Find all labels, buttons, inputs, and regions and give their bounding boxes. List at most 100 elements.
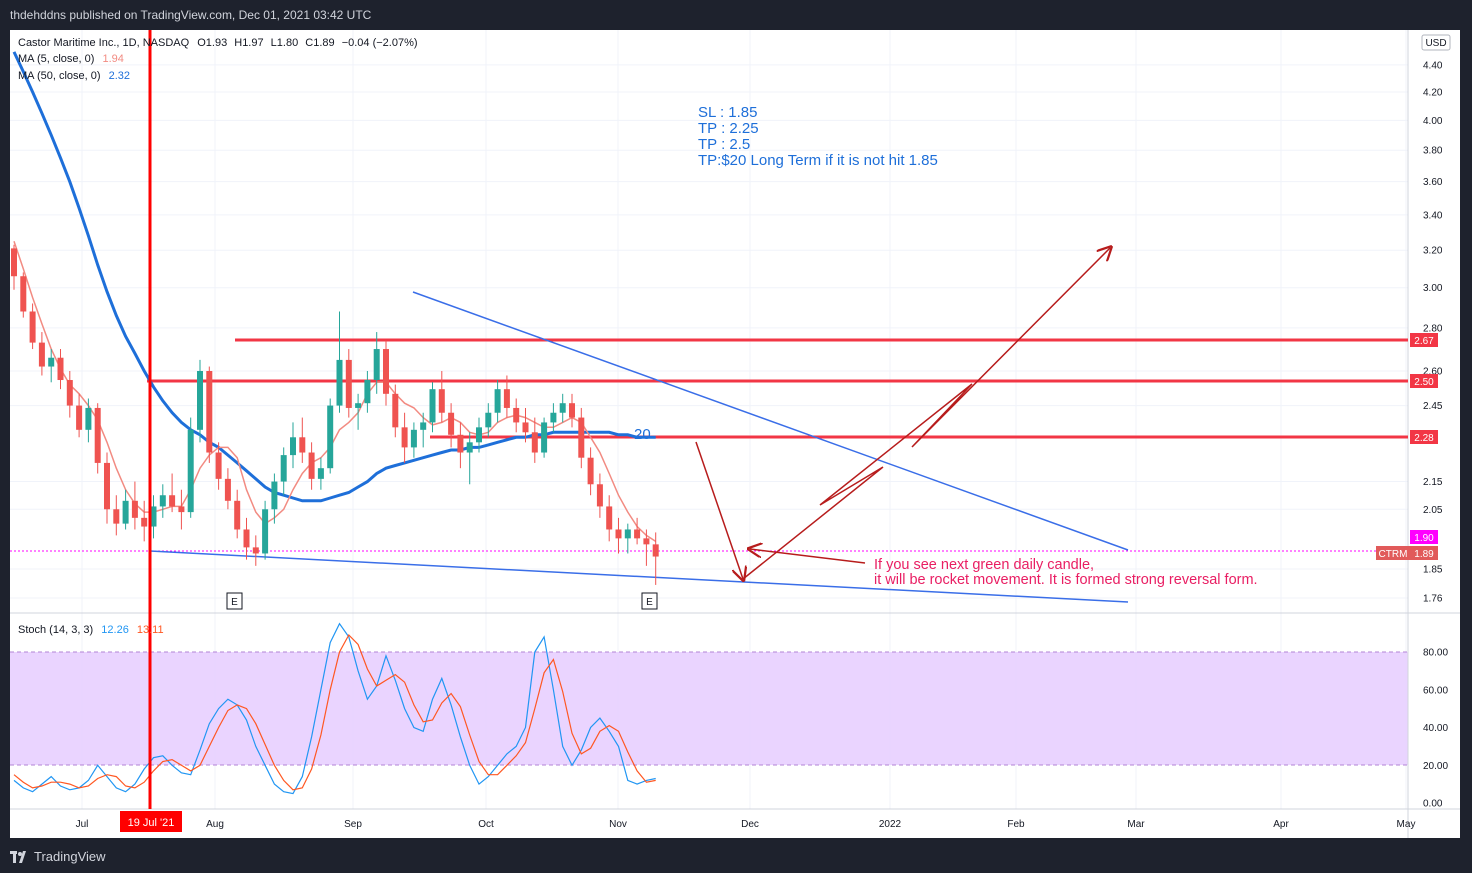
legend-ma50-value: 2.32 [109,70,130,82]
trade-notes[interactable]: SL : 1.85 TP : 2.25 TP : 2.5 TP:$20 Long… [698,104,938,169]
candle-body[interactable] [634,529,641,539]
candle-body[interactable] [420,422,427,430]
candle-body[interactable] [150,506,157,527]
candle-body[interactable] [252,547,259,554]
lower-trendline[interactable] [149,550,1129,603]
earnings-marker-aug[interactable]: E [226,592,243,610]
candle-body[interactable] [20,276,27,312]
candle-body[interactable] [355,403,362,408]
candle-body[interactable] [466,442,473,453]
legend-ma50[interactable]: MA (50, close, 0) 2.32 [18,70,130,82]
tradingview-logo[interactable]: TradingView [10,849,106,864]
candle-body[interactable] [57,357,64,381]
candle-body[interactable] [178,506,185,513]
candle-body[interactable] [569,403,575,418]
candle-body[interactable] [159,495,166,507]
candle-body[interactable] [224,478,231,501]
candle-body[interactable] [299,437,306,453]
candle-body[interactable] [392,393,399,428]
candle-body[interactable] [438,389,445,413]
candle-body[interactable] [243,529,250,548]
candle-body[interactable] [457,434,464,453]
candle-body[interactable] [345,359,352,408]
candle-body[interactable] [131,500,138,518]
publisher-text: thdehddns published on TradingView.com, … [10,8,372,22]
legend-stoch[interactable]: Stoch (14, 3, 3) 12.26 13.11 [18,624,164,636]
candle-body[interactable] [373,349,380,381]
candle-body[interactable] [448,412,455,435]
candle-body[interactable] [94,407,101,463]
candle-body[interactable] [66,380,73,406]
candle-body[interactable] [48,357,55,367]
legend-low: L1.80 [271,37,299,49]
candle-body[interactable] [522,422,529,433]
candle-body[interactable] [308,452,315,479]
arrow-projection[interactable] [742,248,1110,580]
candle-body[interactable] [11,248,17,277]
candle-body[interactable] [606,506,613,530]
candle-body[interactable] [336,359,343,406]
candle-body[interactable] [317,468,324,479]
candle-body[interactable] [596,484,603,507]
candle-body[interactable] [429,389,436,423]
candle-body[interactable] [271,481,278,510]
candle-body[interactable] [401,427,408,448]
note-tp2: TP : 2.5 [698,136,750,153]
candle-body[interactable] [615,529,622,539]
arrow-pointer[interactable] [750,549,866,564]
candle-body[interactable] [280,455,287,482]
candle-body[interactable] [624,529,631,539]
candle-body[interactable] [113,509,120,524]
candle-body[interactable] [187,429,194,513]
price-axis-tick: 1.76 [1423,594,1443,605]
candle-body[interactable] [550,412,557,423]
candle-body[interactable] [476,427,482,443]
candle-body[interactable] [410,429,417,448]
candle-body[interactable] [485,412,492,428]
annotation-line2: it will be rocket movement. It is formed… [874,572,1258,588]
candle-body[interactable] [215,452,222,479]
candle-body[interactable] [262,509,269,554]
legend-ma5[interactable]: MA (5, close, 0) 1.94 [18,53,124,65]
time-axis-tick: Feb [1007,819,1025,830]
candle-body[interactable] [29,311,36,343]
candle-body[interactable] [587,457,594,485]
stoch-axis[interactable]: 80.00 60.00 40.00 20.00 0.00 [1423,648,1448,810]
candle-body[interactable] [104,462,110,510]
price-axis[interactable]: 4.40 4.20 4.00 3.80 3.60 3.40 3.20 3.00 2.80 2.60… [1423,60,1443,604]
candle-body[interactable] [643,538,650,545]
currency-button[interactable] [1421,34,1451,51]
chart-frame[interactable]: E E 20 SL : 1.85 TP : 2.25 TP : 2.5 TP:$… [10,30,1460,838]
candle-body[interactable] [327,405,334,469]
candle-body[interactable] [76,405,83,430]
price-axis-tick: 2.05 [1423,505,1443,516]
candle-body[interactable] [169,495,176,507]
candle-body[interactable] [503,389,510,408]
candle-body[interactable] [383,349,389,394]
chart-svg[interactable]: E E 20 SL : 1.85 TP : 2.25 TP : 2.5 TP:$… [10,30,1460,838]
candle-body[interactable] [85,407,92,430]
price-tag-267-text: 2.67 [1414,336,1434,347]
candle-body[interactable] [206,370,213,453]
arrow-down[interactable] [695,441,743,579]
candle-body[interactable] [559,403,566,413]
candle-body[interactable] [494,389,501,413]
earnings-marker-nov[interactable]: E [641,592,658,610]
time-axis[interactable]: Jul Aug Sep Oct Nov Dec 2022 Feb Mar Apr May [76,819,1416,830]
candle-body[interactable] [122,500,129,524]
candle-body[interactable] [38,342,45,367]
upper-trendline[interactable] [412,291,1129,551]
candle-body[interactable] [513,407,520,423]
candles[interactable] [11,244,659,585]
annotation[interactable]: If you see next green daily candle, it w… [874,557,1258,588]
candle-body[interactable] [531,432,538,453]
candle-body[interactable] [290,437,296,456]
candle-body[interactable] [197,370,203,430]
candle-body[interactable] [652,544,659,557]
candle-body[interactable] [578,417,585,458]
candle-body[interactable] [234,500,241,530]
candle-body[interactable] [541,422,548,453]
candle-body[interactable] [141,517,148,527]
candle-body[interactable] [364,380,371,404]
stoch-d-polyline [13,634,656,791]
